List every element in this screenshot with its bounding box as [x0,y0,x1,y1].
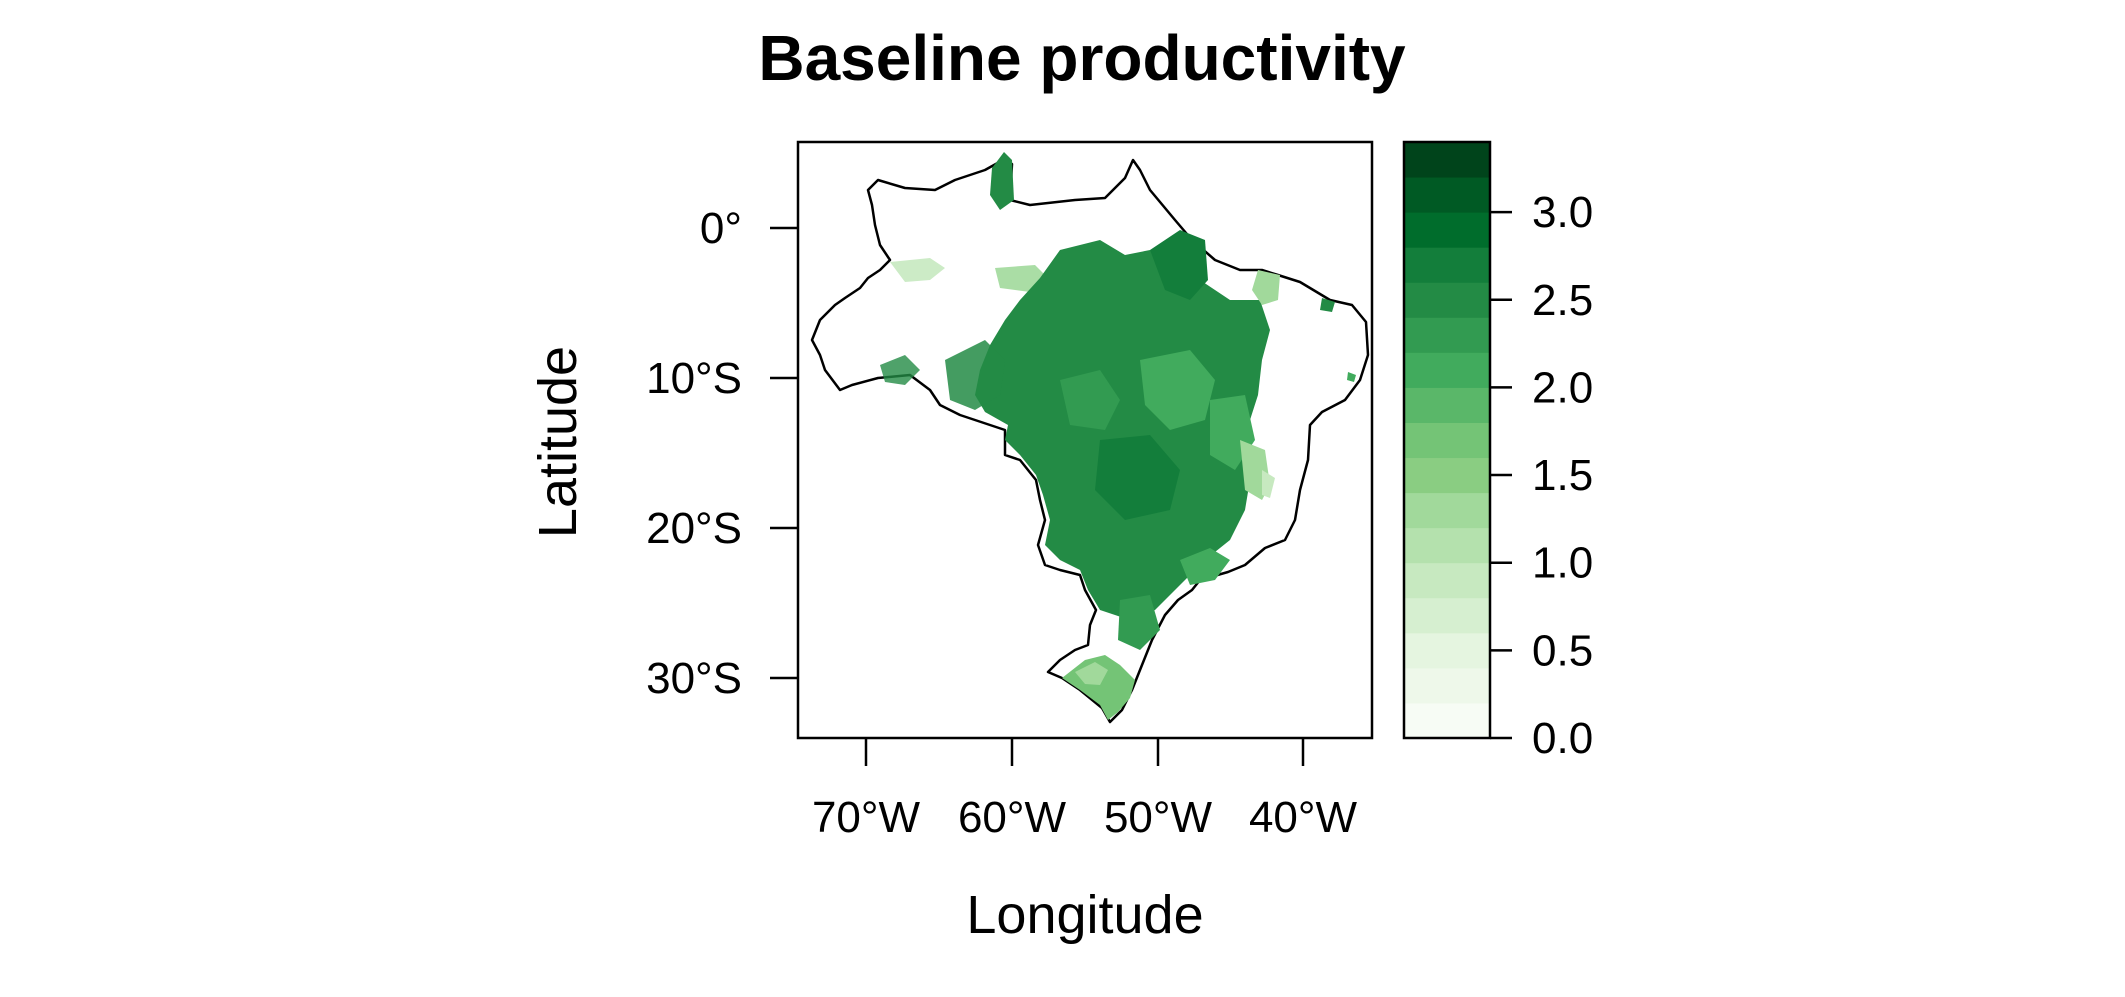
colorbar-band [1404,422,1490,459]
colorbar-band [1404,387,1490,423]
chart-title: Baseline productivity [758,22,1406,94]
y-axis: 0° 10°S 20°S 30°S [646,204,798,703]
colorbar-tick-label: 0.5 [1532,626,1593,675]
colorbar-band [1404,247,1490,283]
colorbar-band [1404,177,1490,213]
colorbar-tick-label: 1.0 [1532,539,1593,588]
y-tick-label-1: 10°S [646,354,742,403]
colorbar: 0.0 0.5 1.0 1.5 2.0 2.5 3.0 [1402,140,1593,763]
productivity-layer [880,152,1356,720]
map-panel [796,140,1374,740]
x-tick-label-3: 40°W [1249,793,1358,842]
colorbar-band [1404,457,1490,494]
colorbar-band [1404,667,1490,704]
colorbar-band [1404,702,1490,739]
y-tick-label-2: 20°S [646,504,742,553]
y-axis-title: Latitude [528,346,588,538]
colorbar-frame [1402,140,1492,740]
colorbar-tick-label: 2.0 [1532,363,1593,412]
colorbar-tick-label: 1.5 [1532,451,1593,500]
x-tick-label-0: 70°W [812,793,921,842]
colorbar-ticks: 0.0 0.5 1.0 1.5 2.0 2.5 3.0 [1490,188,1593,763]
colorbar-band [1404,352,1490,388]
colorbar-bands [1404,142,1490,739]
colorbar-band [1404,632,1490,669]
colorbar-band [1404,492,1490,529]
x-axis: 70°W 60°W 50°W 40°W [812,738,1358,842]
colorbar-band [1404,597,1490,634]
colorbar-band [1404,212,1490,248]
colorbar-band [1404,317,1490,353]
colorbar-band [1404,282,1490,318]
y-tick-label-0: 0° [700,204,742,253]
colorbar-tick-label: 3.0 [1532,188,1593,237]
colorbar-tick-label: 0.0 [1532,714,1593,763]
colorbar-band [1404,142,1490,178]
x-axis-title: Longitude [966,885,1203,945]
x-tick-label-2: 50°W [1104,793,1213,842]
colorbar-band [1404,527,1490,564]
x-tick-label-1: 60°W [958,793,1067,842]
colorbar-band [1404,562,1490,599]
colorbar-tick-label: 2.5 [1532,276,1593,325]
y-tick-label-3: 30°S [646,654,742,703]
